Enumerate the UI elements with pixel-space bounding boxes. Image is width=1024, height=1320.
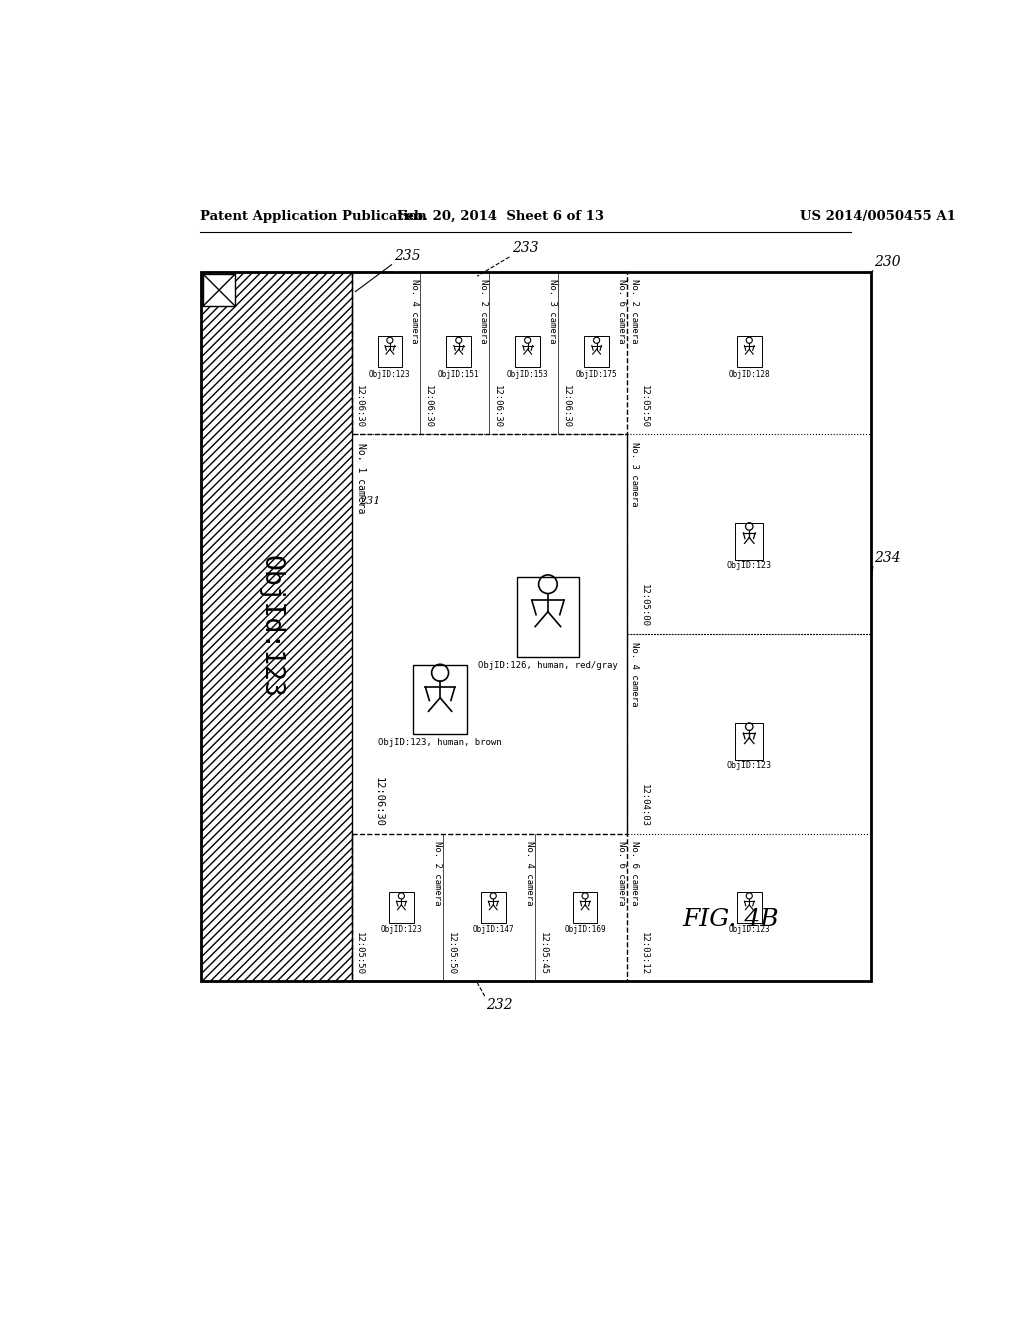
Bar [737,337,762,367]
Text: No. 6 camera: No. 6 camera [616,841,626,906]
Text: No. 3 camera: No. 3 camera [548,279,557,343]
Text: 233: 233 [512,242,539,256]
Text: 232: 232 [486,998,513,1011]
Text: FIG. 4B: FIG. 4B [683,908,779,931]
Bar [202,272,871,981]
Bar [515,337,540,367]
Text: No. 3 camera: No. 3 camera [631,442,639,507]
Text: 12:06:30: 12:06:30 [561,385,570,428]
Text: No. 2 camera: No. 2 camera [479,279,487,343]
Text: No. 6 camera: No. 6 camera [616,279,626,343]
Bar [585,337,609,367]
Bar [351,834,628,981]
Bar [202,272,351,981]
Text: ObjID:151: ObjID:151 [438,370,479,379]
Bar [446,337,471,367]
Text: No. 4 camera: No. 4 camera [410,279,419,343]
Text: 12:05:45: 12:05:45 [539,932,548,974]
Text: 12:06:30: 12:06:30 [424,385,433,428]
Bar [481,892,506,923]
Text: 234: 234 [874,550,901,565]
Text: No. 2 camera: No. 2 camera [433,841,441,906]
Text: ObjID:123: ObjID:123 [727,561,772,570]
Text: 12:06:30: 12:06:30 [374,776,384,826]
Bar [351,272,628,434]
Text: 12:04:03: 12:04:03 [640,784,648,826]
Bar [735,723,763,760]
Text: No. 4 camera: No. 4 camera [524,841,534,906]
Text: ObjID:123: ObjID:123 [381,925,422,935]
Bar [572,892,597,923]
Bar [378,337,402,367]
Bar [413,665,467,734]
Text: No. 1 camera: No. 1 camera [355,444,366,513]
Text: 12:06:30: 12:06:30 [493,385,502,428]
Text: 12:05:50: 12:05:50 [446,932,456,974]
Text: 12:05:50: 12:05:50 [640,385,648,428]
Text: 12:06:30: 12:06:30 [354,385,364,428]
Text: No. 2 camera: No. 2 camera [631,279,639,343]
Text: ObjId:123: ObjId:123 [257,556,284,698]
Text: 230: 230 [874,255,901,269]
Text: Patent Application Publication: Patent Application Publication [200,210,427,223]
Text: 231: 231 [359,496,381,506]
Bar [628,635,871,834]
Text: ObjID:128: ObjID:128 [728,370,770,379]
Text: US 2014/0050455 A1: US 2014/0050455 A1 [801,210,956,223]
Text: 12:05:00: 12:05:00 [640,583,648,627]
Text: ObjID:123: ObjID:123 [369,370,411,379]
Text: ObjID:169: ObjID:169 [564,925,606,935]
Text: ObjID:175: ObjID:175 [575,370,617,379]
Bar [737,892,762,923]
Text: ObjID:123: ObjID:123 [728,925,770,935]
Bar [517,577,579,657]
Text: ObjID:123: ObjID:123 [727,762,772,771]
Text: ObjID:126, human, red/gray: ObjID:126, human, red/gray [478,661,617,671]
Text: ObjID:147: ObjID:147 [472,925,514,935]
Text: ObjID:123, human, brown: ObjID:123, human, brown [378,738,502,747]
Text: 235: 235 [394,249,421,263]
Bar [389,892,414,923]
Text: No. 6 camera: No. 6 camera [631,841,639,906]
Text: Feb. 20, 2014  Sheet 6 of 13: Feb. 20, 2014 Sheet 6 of 13 [396,210,604,223]
Bar [203,275,236,306]
Text: 12:05:50: 12:05:50 [354,932,364,974]
Bar [628,434,871,635]
Text: ObjID:153: ObjID:153 [507,370,549,379]
Text: 12:03:12: 12:03:12 [640,932,648,974]
Text: No. 4 camera: No. 4 camera [631,642,639,706]
Bar [735,523,763,560]
